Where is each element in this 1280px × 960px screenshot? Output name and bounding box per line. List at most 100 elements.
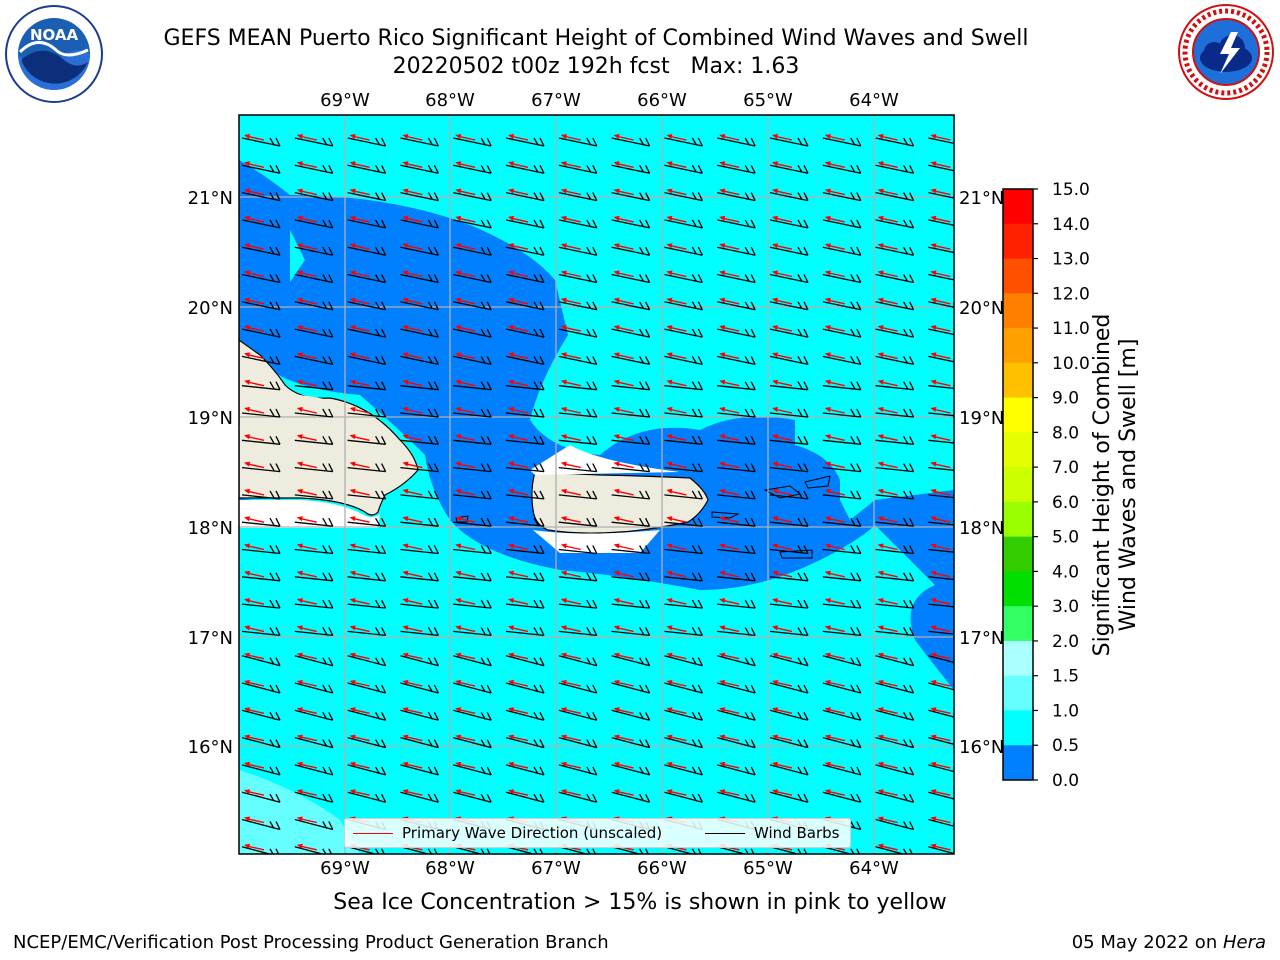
barb-cell — [611, 352, 651, 366]
barb-cell — [347, 789, 387, 803]
barb-cell — [400, 461, 439, 473]
barb-cell — [822, 488, 862, 500]
nws-logo-icon — [1178, 4, 1274, 100]
barb-cell — [505, 270, 545, 284]
barb-cell — [241, 680, 281, 694]
barb-cell — [875, 789, 915, 803]
barb-cell — [453, 379, 492, 391]
barb-cell — [664, 652, 703, 667]
barb-cell — [241, 270, 281, 284]
barb-cell — [822, 215, 862, 229]
barb-cell — [717, 570, 756, 582]
barb-cell — [558, 297, 598, 311]
barb-cell — [505, 625, 545, 637]
barb-cell — [294, 325, 334, 338]
barb-cell — [558, 707, 598, 721]
barb-cell — [294, 488, 334, 500]
barb-cell — [347, 434, 387, 445]
barb-cell — [769, 134, 809, 147]
barb-cell — [875, 625, 915, 637]
barb-cell — [453, 598, 492, 609]
colorbar-tick-label: 5.0 — [1052, 528, 1079, 548]
barb-cell — [241, 215, 281, 229]
land-vieques — [711, 511, 740, 519]
barb-cell — [928, 297, 954, 308]
barb-cell — [611, 516, 651, 527]
barb-cell — [400, 297, 439, 311]
barb-cell — [664, 707, 703, 721]
map-area — [239, 115, 954, 854]
barb-cell — [241, 297, 281, 311]
barb-cell — [822, 352, 862, 366]
barb-cell — [769, 407, 809, 418]
barb-cell — [505, 734, 545, 749]
barb-cell — [241, 761, 281, 776]
barb-cell — [241, 434, 281, 445]
barb-cell — [453, 734, 492, 749]
barb-cell — [769, 434, 809, 445]
barb-cell — [664, 598, 703, 609]
barb-cell — [928, 707, 954, 718]
barb-cell — [505, 680, 545, 694]
barb-cell — [822, 625, 862, 637]
sea-ice-note: Sea Ice Concentration > 15% is shown in … — [333, 890, 947, 915]
lat-label-left-2: 19°N — [188, 408, 233, 429]
barb-cell — [664, 352, 703, 366]
barb-cell — [875, 707, 915, 721]
barb-cell — [294, 761, 334, 776]
colorbar-tick-label: 1.0 — [1052, 701, 1079, 721]
barb-cell — [875, 652, 915, 667]
barb-cell — [664, 379, 703, 391]
barb-cell — [664, 625, 703, 637]
barb-cell — [400, 161, 439, 174]
colorbar-tick-label: 0.5 — [1052, 736, 1079, 756]
barb-cell — [400, 680, 439, 694]
barb-cell — [400, 434, 439, 445]
barb-cell — [347, 625, 387, 637]
barb-cell — [928, 543, 954, 553]
barb-cell — [822, 570, 862, 582]
barb-cell — [241, 243, 281, 256]
colorbar-segment — [1003, 571, 1033, 607]
barb-cell — [928, 270, 954, 281]
barb-cell — [822, 789, 862, 803]
barb-cell — [611, 598, 651, 609]
axis-labels: 69°W 69°W 68°W 68°W 67°W 67°W 66°W 66°W 65°W 65°W… — [188, 90, 1005, 879]
barb-cell — [769, 379, 809, 391]
barb-cell — [664, 325, 703, 338]
barb-cell — [769, 215, 809, 229]
map-frame — [238, 114, 955, 855]
barb-cell — [505, 543, 545, 555]
barb-cell — [875, 761, 915, 776]
map-legend: Primary Wave Direction (unscaled) Wind B… — [344, 818, 851, 848]
barb-cell — [453, 652, 492, 667]
barb-cell — [294, 215, 334, 229]
barb-cell — [294, 734, 334, 749]
barb-cell — [822, 707, 862, 721]
colorbar-segment — [1003, 640, 1033, 677]
barb-cell — [505, 134, 545, 147]
barb-cell — [558, 270, 598, 284]
barb-cell — [928, 789, 954, 800]
barb-cell — [453, 270, 492, 284]
colorbar-segment — [1003, 258, 1033, 294]
barb-cell — [294, 188, 334, 202]
barb-cell — [558, 598, 598, 609]
barb-cell — [875, 188, 915, 202]
lat-label-right-0: 21°N — [959, 188, 1004, 209]
barb-cell — [875, 243, 915, 256]
barb-cell — [400, 516, 439, 527]
barb-cell — [875, 379, 915, 391]
barb-cell — [241, 734, 281, 749]
barb-cell — [400, 243, 439, 256]
barb-cell — [558, 761, 598, 776]
barb-cell — [505, 461, 545, 473]
barb-cell — [400, 188, 439, 202]
barb-cell — [400, 215, 439, 229]
barb-cell — [294, 461, 334, 473]
lat-label-right-1: 20°N — [959, 298, 1004, 319]
colorbar-tick-label: 12.0 — [1052, 284, 1090, 304]
barb-cell — [611, 707, 651, 721]
lon-label-top-2: 67°W — [531, 90, 581, 111]
